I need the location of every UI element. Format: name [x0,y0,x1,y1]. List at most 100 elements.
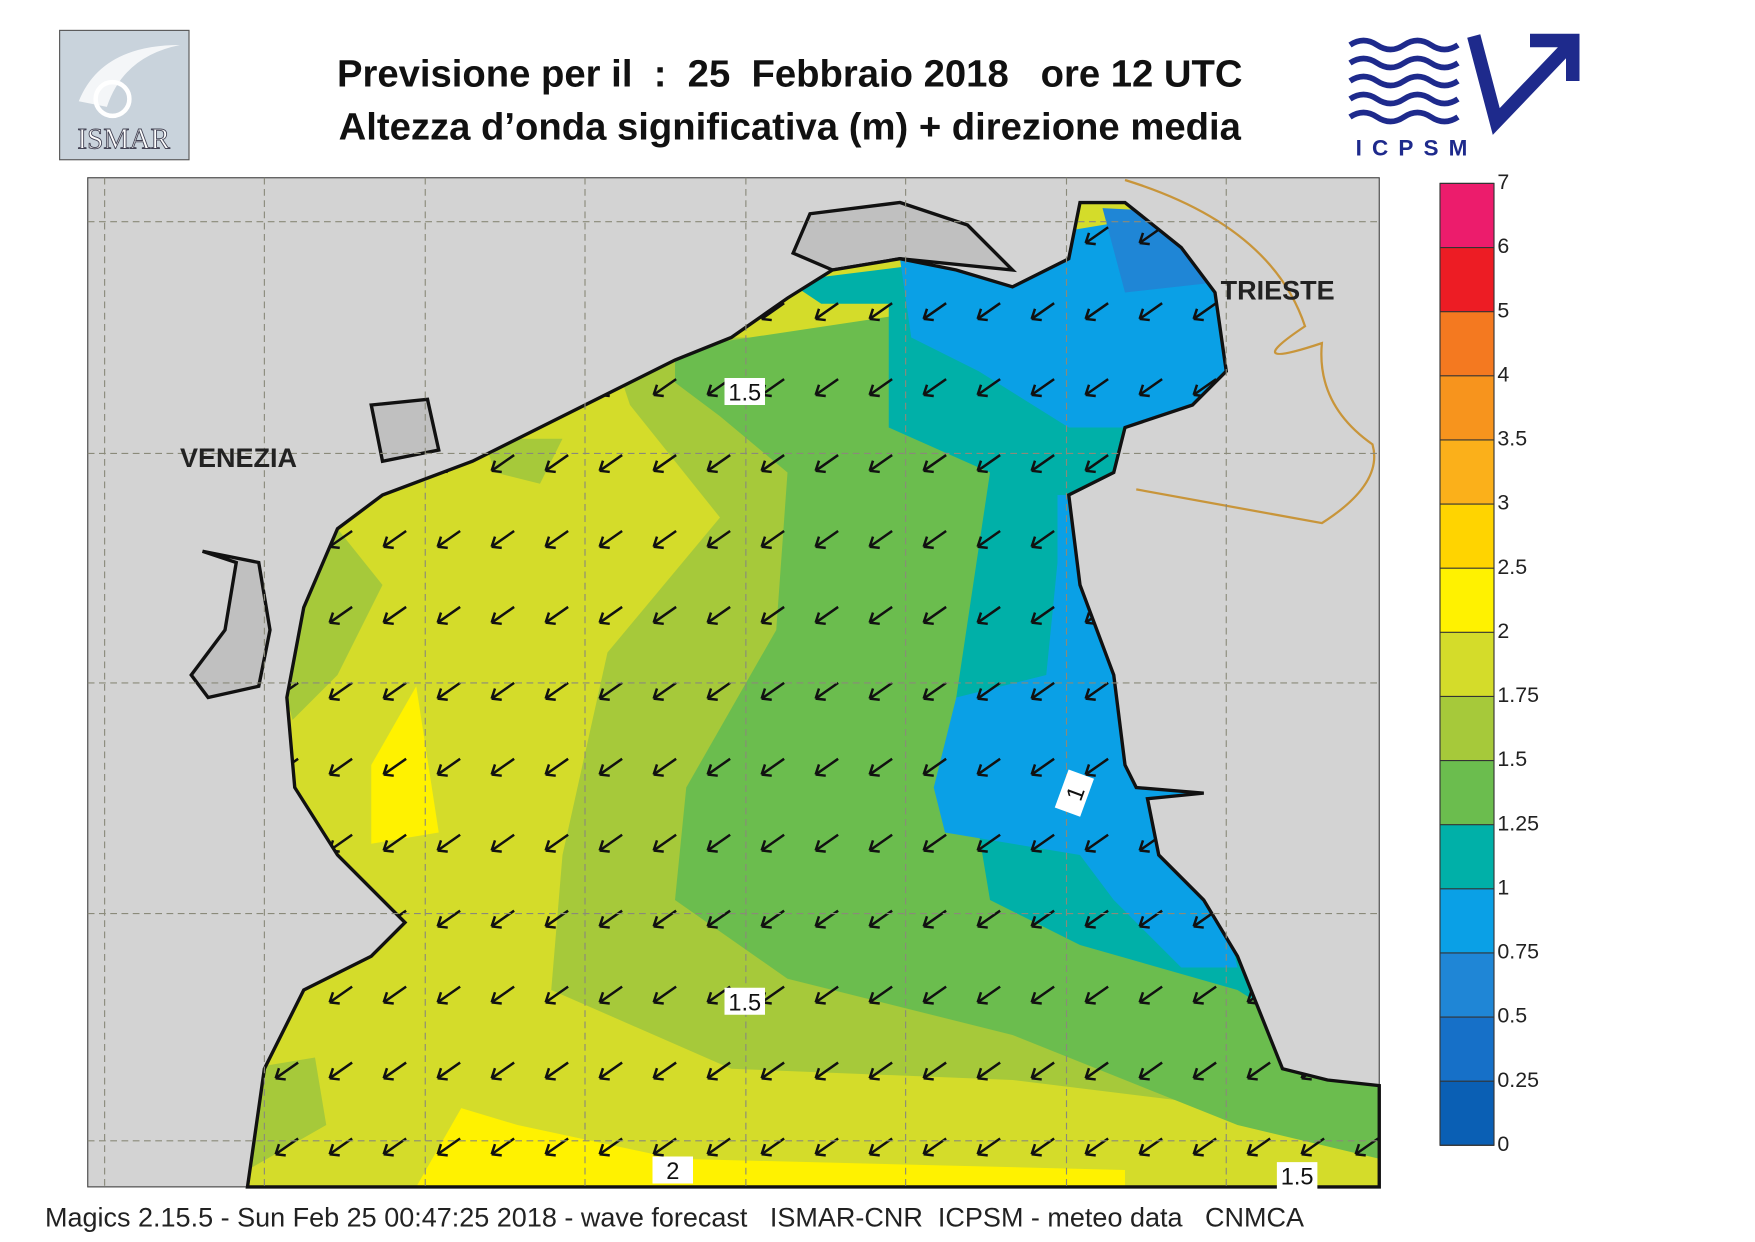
direction-arrow [922,454,947,474]
direction-arrow [922,909,947,929]
color-band [1440,696,1494,761]
direction-arrow [382,1137,407,1157]
direction-arrow [976,1137,1001,1157]
direction-arrow [868,454,893,474]
direction-arrow [814,681,839,701]
direction-arrow [328,1061,353,1081]
direction-arrow [814,757,839,777]
direction-arrow [976,1061,1001,1081]
direction-arrow [922,1061,947,1081]
direction-arrow [1030,529,1055,550]
color-band [1440,824,1494,889]
direction-arrow [706,1137,731,1157]
direction-arrow [1084,378,1109,398]
direction-arrow [976,529,1001,550]
direction-arrow [490,833,515,853]
direction-arrow [1192,985,1217,1005]
direction-arrow [436,985,461,1005]
direction-arrow [868,378,893,398]
color-band [1440,632,1494,697]
direction-arrow [490,1061,515,1081]
direction-arrow [382,833,407,853]
direction-arrow [1246,1061,1271,1081]
direction-arrow [1030,605,1055,626]
direction-arrow [598,833,623,853]
tick-label: 5 [1497,298,1509,322]
direction-arrow [922,378,947,398]
tick-label: 1.75 [1497,683,1539,707]
direction-arrow [544,454,569,474]
direction-arrow [814,833,839,853]
direction-arrow [868,302,893,322]
direction-arrow [652,757,677,777]
direction-arrow [976,985,1001,1005]
direction-arrow [706,909,731,929]
direction-arrow [760,681,785,701]
footer: Magics 2.15.5 - Sun Feb 25 00:47:25 2018… [45,1202,1304,1232]
contour-value: 1.5 [1281,1165,1314,1191]
direction-arrow [706,529,731,550]
tick-label: 2 [1497,619,1509,643]
direction-arrow [328,985,353,1005]
tick-label: 2.5 [1497,555,1527,579]
direction-arrow [1030,985,1055,1005]
direction-arrow [436,681,461,701]
direction-arrow [328,605,353,626]
direction-arrow [598,757,623,777]
direction-arrow [652,605,677,626]
direction-arrow [490,605,515,626]
contour-label: 1.5 [724,987,765,1016]
color-band [1440,375,1494,440]
contour-label: 1.5 [724,378,765,407]
direction-arrow [976,681,1001,701]
direction-arrow [976,454,1001,474]
direction-arrow [760,833,785,853]
tick-label: 0 [1497,1132,1509,1156]
contour-label: 2 [652,1156,693,1185]
direction-arrow [922,833,947,853]
color-band [1440,504,1494,569]
contour-label: 1.5 [1276,1162,1318,1191]
direction-arrow [1030,757,1055,777]
direction-arrow [382,1061,407,1081]
direction-arrow [436,1061,461,1081]
direction-arrow [814,378,839,398]
direction-arrow [706,1061,731,1081]
direction-arrow [382,985,407,1005]
label-box [1276,1162,1318,1190]
direction-arrow [868,1061,893,1081]
direction-arrow [922,605,947,626]
logo-ismar: ISMAR [59,29,190,161]
direction-arrow [706,757,731,777]
direction-arrow [976,378,1001,398]
direction-arrow [598,985,623,1005]
tick-label: 1.5 [1497,747,1527,771]
direction-arrow [868,529,893,550]
direction-arrow [922,681,947,701]
direction-arrow [382,681,407,701]
direction-arrow [1138,1061,1163,1081]
direction-arrow [1030,833,1055,853]
colorbar: 0 0.25 0.5 0.75 1 1.25 1.5 1.75 2 2.5 3 3.5 4 5 6 7 [1439,170,1539,1156]
place-label: TRIESTE [1221,275,1335,305]
direction-arrow [544,605,569,626]
direction-arrow [544,529,569,550]
direction-arrow [814,1061,839,1081]
color-band [1440,1017,1494,1082]
direction-arrow [1084,833,1109,853]
contour-value: 1.5 [728,990,761,1016]
direction-arrow [652,681,677,701]
place-label: VENEZIA [180,443,297,473]
tick-label: 0.5 [1497,1004,1527,1028]
color-band [1440,568,1494,633]
label-box [652,1156,693,1184]
direction-arrow [490,757,515,777]
direction-arrow [382,757,407,777]
direction-arrow [490,454,515,474]
direction-arrow [652,454,677,474]
tick-label: 1 [1497,875,1509,899]
direction-arrow [814,605,839,626]
title: Previsione per il : 25 Febbraio 2018 ore… [337,53,1243,96]
direction-arrow [1084,454,1109,474]
direction-arrow [544,833,569,853]
